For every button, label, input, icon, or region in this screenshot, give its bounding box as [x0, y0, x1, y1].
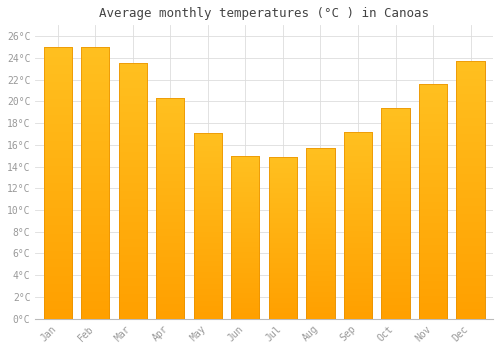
Bar: [344, 132, 372, 318]
Bar: [232, 156, 260, 318]
Bar: [456, 61, 484, 319]
Bar: [44, 47, 72, 318]
Bar: [82, 47, 110, 318]
Bar: [194, 133, 222, 318]
Bar: [382, 108, 409, 319]
Bar: [82, 47, 110, 318]
Bar: [269, 157, 297, 318]
Bar: [44, 47, 72, 318]
Bar: [119, 63, 147, 319]
Bar: [269, 157, 297, 318]
Bar: [232, 156, 260, 318]
Bar: [419, 84, 447, 318]
Bar: [156, 98, 184, 318]
Bar: [382, 108, 409, 319]
Bar: [306, 148, 334, 318]
Bar: [156, 98, 184, 318]
Bar: [119, 63, 147, 319]
Bar: [306, 148, 334, 318]
Bar: [344, 132, 372, 318]
Title: Average monthly temperatures (°C ) in Canoas: Average monthly temperatures (°C ) in Ca…: [99, 7, 429, 20]
Bar: [419, 84, 447, 318]
Bar: [456, 61, 484, 319]
Bar: [194, 133, 222, 318]
